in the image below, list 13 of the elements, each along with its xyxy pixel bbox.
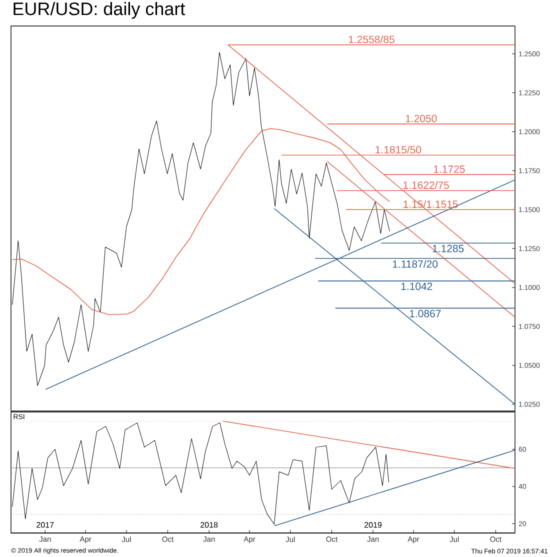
series-label: 1.1042 bbox=[401, 282, 432, 290]
x2-tick-label: 2018 bbox=[200, 522, 218, 528]
chart-title: EUR/USD: daily chart bbox=[14, 2, 186, 19]
series-label: 1.2558/85 bbox=[348, 35, 394, 44]
series-label: 1.1815/50 bbox=[376, 146, 422, 154]
series-label: 1.1622/75 bbox=[404, 181, 449, 189]
series-label: 1.1187/20 bbox=[392, 260, 438, 268]
x2-tick-label: 2019 bbox=[364, 522, 382, 528]
x2-tick-label: 2017 bbox=[36, 522, 54, 528]
series-label: 1.1285 bbox=[432, 244, 464, 252]
series-label: 1.2050 bbox=[406, 114, 437, 122]
series-label: 1.0867 bbox=[410, 310, 441, 318]
series-label: 1.1725 bbox=[434, 165, 465, 173]
